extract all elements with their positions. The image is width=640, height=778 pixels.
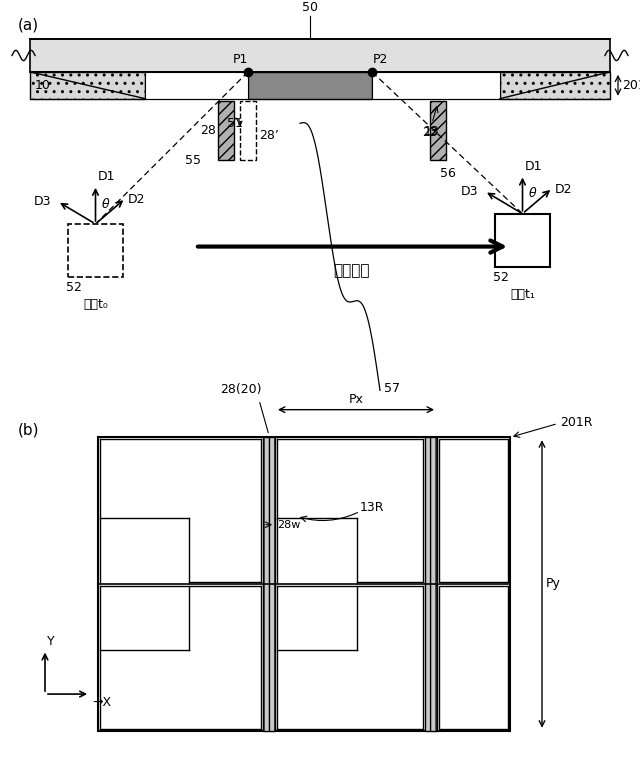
Text: 28(20): 28(20) bbox=[220, 383, 262, 396]
Text: →X: →X bbox=[92, 696, 111, 709]
Text: 52: 52 bbox=[493, 272, 509, 284]
Text: 28’: 28’ bbox=[259, 128, 279, 142]
Text: 201R: 201R bbox=[622, 79, 640, 92]
Text: 50: 50 bbox=[302, 2, 318, 14]
Text: 28w: 28w bbox=[277, 520, 300, 530]
Text: 走査方向: 走査方向 bbox=[333, 263, 371, 278]
Text: D2: D2 bbox=[554, 183, 572, 195]
Text: θ: θ bbox=[529, 187, 536, 200]
Bar bbox=[500, 72, 610, 99]
Bar bbox=[439, 440, 508, 582]
Text: (b): (b) bbox=[18, 422, 40, 437]
Text: Py: Py bbox=[546, 577, 561, 591]
Text: D3: D3 bbox=[34, 194, 51, 208]
Text: 28: 28 bbox=[200, 124, 216, 137]
Text: P1: P1 bbox=[232, 53, 248, 66]
Bar bbox=[98, 437, 510, 731]
Text: D2: D2 bbox=[127, 193, 145, 206]
Text: 55: 55 bbox=[185, 154, 201, 167]
Text: 13: 13 bbox=[424, 125, 440, 138]
Text: 52: 52 bbox=[66, 282, 82, 295]
Text: 23: 23 bbox=[422, 125, 438, 138]
Text: Px: Px bbox=[349, 393, 364, 406]
Bar bbox=[430, 100, 446, 160]
Text: D1: D1 bbox=[97, 170, 115, 183]
Bar bbox=[263, 437, 275, 731]
Bar bbox=[372, 72, 500, 99]
Bar bbox=[218, 100, 234, 160]
Bar bbox=[68, 224, 123, 278]
Bar bbox=[30, 72, 145, 99]
Bar bbox=[240, 100, 256, 160]
Bar bbox=[248, 72, 372, 99]
Text: P2: P2 bbox=[372, 53, 388, 66]
Bar bbox=[495, 214, 550, 267]
Bar bbox=[30, 39, 610, 72]
Bar bbox=[439, 586, 508, 729]
Text: (a): (a) bbox=[18, 17, 39, 33]
Text: 13R: 13R bbox=[360, 501, 385, 514]
Text: 201R: 201R bbox=[560, 416, 593, 429]
Text: D3: D3 bbox=[461, 184, 479, 198]
Text: θ: θ bbox=[102, 198, 109, 211]
Bar bbox=[425, 437, 437, 731]
Text: 10: 10 bbox=[35, 79, 51, 92]
Text: 57: 57 bbox=[384, 383, 400, 395]
Text: 56: 56 bbox=[440, 166, 456, 180]
Bar bbox=[145, 72, 248, 99]
Text: Y: Y bbox=[47, 635, 54, 647]
Text: 時刻t₀: 時刻t₀ bbox=[83, 298, 108, 311]
Text: 時刻t₁: 時刻t₁ bbox=[510, 288, 535, 300]
Text: 51: 51 bbox=[227, 117, 243, 131]
Text: D1: D1 bbox=[525, 159, 542, 173]
